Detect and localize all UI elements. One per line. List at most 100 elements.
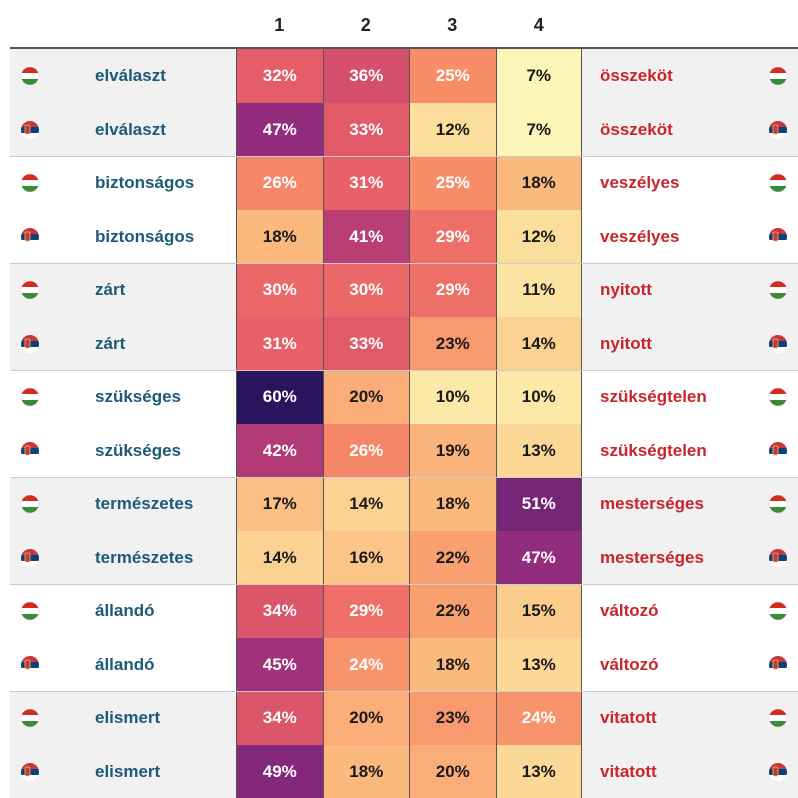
flag [20, 387, 40, 412]
heat-cell: 33% [323, 103, 410, 157]
right-label: összeköt [600, 49, 673, 103]
flag [20, 655, 40, 680]
right-label: veszélyes [600, 210, 679, 264]
heat-cell: 25% [409, 49, 496, 103]
flag [768, 548, 788, 573]
heat-cell: 32% [236, 49, 323, 103]
flag [768, 280, 788, 305]
heat-cell: 18% [236, 210, 323, 264]
heat-cell: 49% [236, 745, 323, 798]
heat-cell: 18% [323, 745, 410, 798]
row-separator [10, 477, 798, 478]
heat-cell: 34% [236, 691, 323, 745]
flag [768, 120, 788, 145]
heat-cell: 13% [496, 424, 583, 478]
heat-cell: 34% [236, 584, 323, 638]
column-header: 4 [496, 0, 583, 48]
heat-cell: 19% [409, 424, 496, 478]
heat-cell: 24% [496, 691, 583, 745]
heat-cell: 47% [236, 103, 323, 157]
left-label: természetes [95, 477, 193, 531]
left-label: zárt [95, 317, 125, 371]
right-label: összeköt [600, 103, 673, 157]
right-label: változó [600, 584, 659, 638]
flag [20, 173, 40, 198]
heat-cell: 20% [323, 691, 410, 745]
flag [20, 280, 40, 305]
heat-cell: 23% [409, 317, 496, 371]
column-header: 2 [323, 0, 410, 48]
heat-cell: 12% [496, 210, 583, 264]
flag [20, 601, 40, 626]
heat-cell: 11% [496, 263, 583, 317]
flag [20, 494, 40, 519]
left-label: biztonságos [95, 156, 194, 210]
heat-cell: 31% [236, 317, 323, 371]
heat-cell: 10% [496, 370, 583, 424]
column-header: 1 [236, 0, 323, 48]
heat-cell: 26% [323, 424, 410, 478]
heat-cell: 10% [409, 370, 496, 424]
heat-cell: 7% [496, 49, 583, 103]
heat-cell: 14% [496, 317, 583, 371]
flag [20, 120, 40, 145]
left-label: szükséges [95, 424, 181, 478]
right-label: szükségtelen [600, 424, 707, 478]
heat-cell: 15% [496, 584, 583, 638]
heat-cell: 31% [323, 156, 410, 210]
flag [20, 548, 40, 573]
right-label: szükségtelen [600, 370, 707, 424]
left-label: biztonságos [95, 210, 194, 264]
left-label: állandó [95, 638, 155, 692]
heat-cell: 41% [323, 210, 410, 264]
heat-cell: 33% [323, 317, 410, 371]
flag [20, 708, 40, 733]
heat-cell: 23% [409, 691, 496, 745]
heat-cell: 12% [409, 103, 496, 157]
flag [768, 601, 788, 626]
flag [768, 494, 788, 519]
flag [20, 762, 40, 787]
right-label: vitatott [600, 745, 657, 798]
right-label: mesterséges [600, 477, 704, 531]
heat-cell: 13% [496, 745, 583, 798]
heat-cell: 13% [496, 638, 583, 692]
heat-cell: 16% [323, 531, 410, 585]
heat-cell: 24% [323, 638, 410, 692]
flag [20, 66, 40, 91]
flag [768, 708, 788, 733]
flag [768, 655, 788, 680]
heat-cell: 30% [236, 263, 323, 317]
heat-cell: 25% [409, 156, 496, 210]
flag [768, 762, 788, 787]
heat-cell: 30% [323, 263, 410, 317]
heat-cell: 22% [409, 531, 496, 585]
heat-cell: 29% [323, 584, 410, 638]
right-label: változó [600, 638, 659, 692]
right-label: nyitott [600, 263, 652, 317]
row-separator [10, 263, 798, 264]
flag [20, 441, 40, 466]
flag [768, 441, 788, 466]
row-separator [10, 691, 798, 692]
flag [768, 387, 788, 412]
heat-cell: 18% [496, 156, 583, 210]
left-label: elismert [95, 691, 160, 745]
right-label: mesterséges [600, 531, 704, 585]
heat-cell: 7% [496, 103, 583, 157]
heat-cell: 29% [409, 210, 496, 264]
right-label: nyitott [600, 317, 652, 371]
heat-cell: 20% [323, 370, 410, 424]
row-separator [10, 156, 798, 157]
row-separator [10, 370, 798, 371]
right-label: vitatott [600, 691, 657, 745]
table-row: zárt 31%33%23%14% nyitott [10, 317, 798, 371]
